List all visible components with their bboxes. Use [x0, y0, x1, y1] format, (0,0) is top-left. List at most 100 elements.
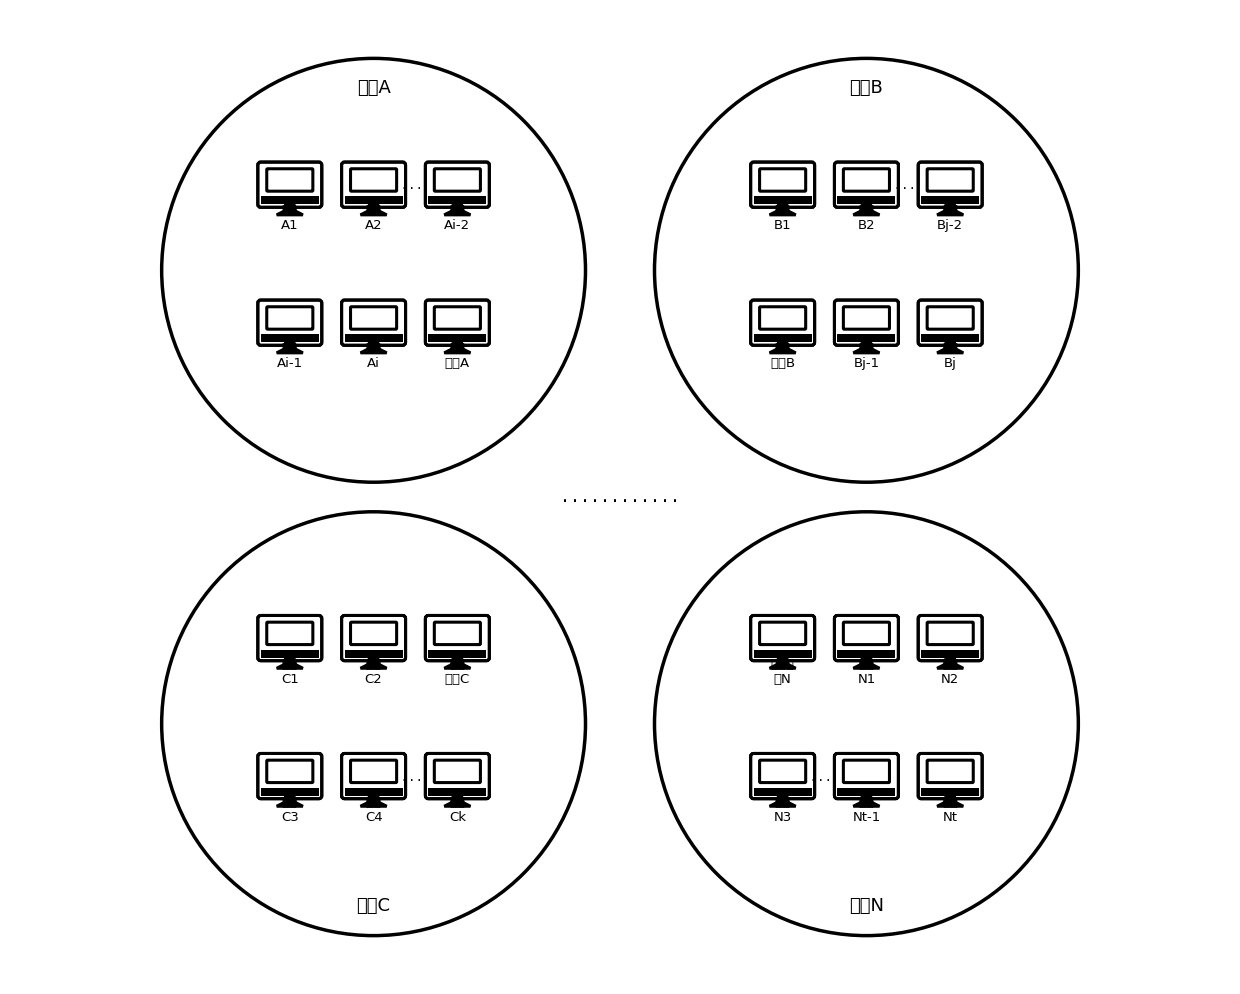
- Text: 节点
N3: 节点 N3: [774, 795, 792, 824]
- Polygon shape: [284, 342, 295, 349]
- FancyBboxPatch shape: [760, 760, 806, 782]
- Polygon shape: [284, 658, 295, 665]
- Polygon shape: [277, 349, 303, 353]
- FancyBboxPatch shape: [434, 622, 480, 644]
- Circle shape: [161, 59, 585, 482]
- FancyBboxPatch shape: [835, 162, 899, 208]
- Bar: [921, 197, 980, 205]
- Bar: [345, 197, 403, 205]
- Text: 代表节
点N: 代表节 点N: [770, 658, 795, 686]
- Text: 代表
节点B: 代表 节点B: [770, 342, 795, 370]
- Text: ......: ......: [802, 770, 847, 783]
- Polygon shape: [277, 665, 303, 668]
- Polygon shape: [444, 665, 470, 668]
- Polygon shape: [861, 205, 872, 211]
- FancyBboxPatch shape: [425, 753, 490, 799]
- Text: 节点
Bj: 节点 Bj: [942, 342, 959, 370]
- Polygon shape: [451, 658, 463, 665]
- Text: 代表
节点A: 代表 节点A: [445, 342, 470, 370]
- Polygon shape: [861, 342, 872, 349]
- FancyBboxPatch shape: [434, 760, 480, 782]
- Polygon shape: [451, 342, 463, 349]
- Text: 节点
B1: 节点 B1: [774, 204, 791, 233]
- FancyBboxPatch shape: [760, 307, 806, 329]
- Circle shape: [655, 512, 1079, 935]
- Polygon shape: [937, 802, 963, 806]
- Polygon shape: [361, 211, 387, 215]
- FancyBboxPatch shape: [928, 169, 973, 191]
- Text: 节点
C4: 节点 C4: [365, 795, 382, 824]
- Polygon shape: [770, 802, 796, 806]
- FancyBboxPatch shape: [843, 169, 889, 191]
- Bar: [345, 788, 403, 796]
- Bar: [428, 788, 486, 796]
- Text: 分片A: 分片A: [357, 79, 391, 97]
- Polygon shape: [444, 211, 470, 215]
- Text: 分片N: 分片N: [849, 897, 884, 915]
- Polygon shape: [937, 211, 963, 215]
- Polygon shape: [361, 665, 387, 668]
- Bar: [345, 335, 403, 342]
- Polygon shape: [777, 796, 789, 802]
- Text: 节点
Nt: 节点 Nt: [942, 795, 959, 824]
- Polygon shape: [777, 342, 789, 349]
- Polygon shape: [368, 205, 379, 211]
- FancyBboxPatch shape: [835, 615, 899, 661]
- Polygon shape: [368, 658, 379, 665]
- Text: 节点
Nt-1: 节点 Nt-1: [852, 795, 880, 824]
- Bar: [921, 650, 980, 658]
- Polygon shape: [861, 796, 872, 802]
- Polygon shape: [853, 802, 879, 806]
- Bar: [754, 335, 812, 342]
- Text: 节点
C1: 节点 C1: [281, 658, 299, 686]
- Circle shape: [655, 59, 1079, 482]
- Polygon shape: [945, 205, 956, 211]
- Polygon shape: [945, 796, 956, 802]
- Text: 节点
A2: 节点 A2: [365, 204, 382, 233]
- FancyBboxPatch shape: [928, 307, 973, 329]
- FancyBboxPatch shape: [750, 162, 815, 208]
- FancyBboxPatch shape: [267, 307, 312, 329]
- Polygon shape: [368, 342, 379, 349]
- FancyBboxPatch shape: [843, 760, 889, 782]
- Polygon shape: [284, 205, 295, 211]
- Polygon shape: [937, 349, 963, 353]
- Text: 节点
Ai-1: 节点 Ai-1: [277, 342, 303, 370]
- Bar: [837, 788, 895, 796]
- FancyBboxPatch shape: [267, 169, 312, 191]
- Bar: [921, 788, 980, 796]
- FancyBboxPatch shape: [434, 307, 480, 329]
- Text: 节点
C3: 节点 C3: [281, 795, 299, 824]
- FancyBboxPatch shape: [835, 300, 899, 345]
- Polygon shape: [945, 342, 956, 349]
- Polygon shape: [361, 349, 387, 353]
- Polygon shape: [945, 658, 956, 665]
- Bar: [837, 335, 895, 342]
- Text: ............: ............: [560, 488, 680, 506]
- Polygon shape: [451, 796, 463, 802]
- Bar: [754, 197, 812, 205]
- Text: ......: ......: [393, 179, 438, 192]
- FancyBboxPatch shape: [341, 300, 405, 345]
- Text: 节点
Bj-2: 节点 Bj-2: [937, 204, 963, 233]
- Text: 节点
B2: 节点 B2: [858, 204, 875, 233]
- Polygon shape: [777, 205, 789, 211]
- FancyBboxPatch shape: [760, 169, 806, 191]
- FancyBboxPatch shape: [258, 615, 322, 661]
- FancyBboxPatch shape: [351, 307, 397, 329]
- Polygon shape: [777, 658, 789, 665]
- FancyBboxPatch shape: [341, 753, 405, 799]
- Bar: [921, 335, 980, 342]
- FancyBboxPatch shape: [918, 615, 982, 661]
- Text: 节点
A1: 节点 A1: [281, 204, 299, 233]
- Bar: [754, 788, 812, 796]
- FancyBboxPatch shape: [351, 169, 397, 191]
- FancyBboxPatch shape: [425, 162, 490, 208]
- Polygon shape: [277, 211, 303, 215]
- Polygon shape: [444, 349, 470, 353]
- Polygon shape: [853, 349, 879, 353]
- Text: ......: ......: [885, 179, 931, 192]
- FancyBboxPatch shape: [843, 622, 889, 644]
- FancyBboxPatch shape: [341, 615, 405, 661]
- Bar: [428, 650, 486, 658]
